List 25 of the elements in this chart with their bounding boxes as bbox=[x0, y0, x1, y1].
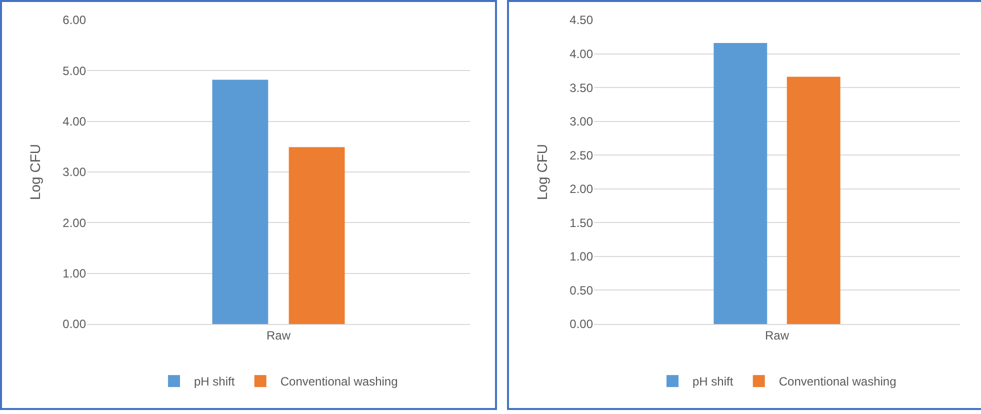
y-tick-label: 1.50 bbox=[570, 216, 594, 230]
legend-label: pH shift bbox=[194, 374, 236, 389]
y-tick-label: 4.00 bbox=[62, 114, 86, 129]
y-tick-label: 0.50 bbox=[570, 283, 594, 298]
y-tick-label: 3.00 bbox=[62, 165, 86, 180]
y-tick-label: 2.00 bbox=[62, 216, 86, 230]
y-tick-label: 2.50 bbox=[570, 148, 594, 162]
y-tick-label: 1.00 bbox=[570, 250, 594, 264]
y-tick-label: 0.00 bbox=[570, 317, 594, 332]
legend-label: Conventional washing bbox=[280, 374, 398, 389]
y-tick-label: 5.00 bbox=[62, 64, 86, 78]
legend-label: pH shift bbox=[692, 374, 734, 389]
y-tick-label: 2.00 bbox=[570, 182, 594, 196]
legend-label: Conventional washing bbox=[778, 374, 896, 389]
y-tick-label: 4.00 bbox=[570, 46, 594, 61]
y-tick-label: 3.50 bbox=[570, 80, 594, 95]
y-tick-label: 3.00 bbox=[570, 114, 594, 129]
y-tick-label: 4.50 bbox=[570, 13, 594, 28]
y-tick-label: 0.00 bbox=[62, 317, 86, 332]
x-tick-label: Raw bbox=[764, 328, 790, 342]
y-tick-label: 6.00 bbox=[62, 13, 86, 28]
y-axis-title: Log CFU bbox=[534, 144, 550, 200]
x-tick-label: Raw bbox=[266, 328, 291, 342]
y-axis-title: Log CFU bbox=[27, 144, 44, 200]
y-tick-label: 1.00 bbox=[62, 266, 86, 281]
